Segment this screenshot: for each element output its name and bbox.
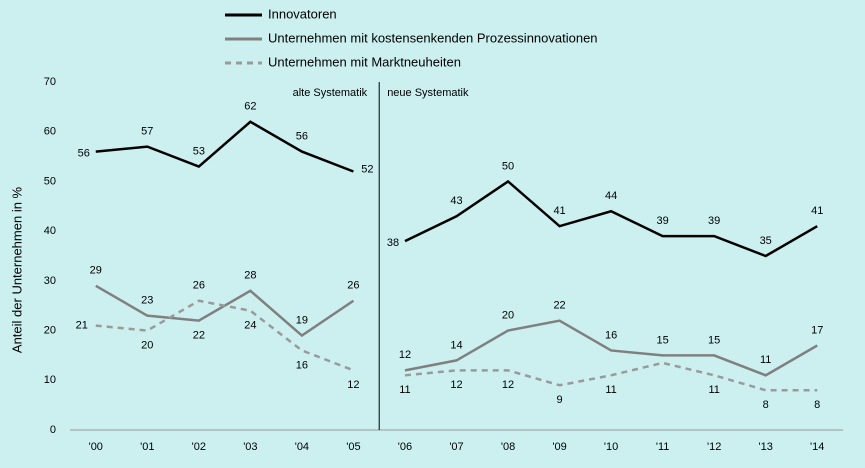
data-label: 11 <box>605 384 616 396</box>
legend-label: Innovatoren <box>268 6 337 21</box>
data-label: 38 <box>387 237 399 249</box>
data-label: 12 <box>502 379 514 391</box>
data-label: 53 <box>193 145 205 157</box>
series-line <box>95 120 354 173</box>
y-tick-label: 50 <box>44 175 56 187</box>
legend-label: Unternehmen mit kostensenkenden Prozessi… <box>268 30 598 45</box>
x-tick-label: '07 <box>449 441 463 453</box>
data-label: 15 <box>708 334 720 346</box>
x-tick-label: '09 <box>552 441 566 453</box>
data-label: 57 <box>141 126 153 138</box>
data-label: 8 <box>814 399 820 411</box>
data-label: 39 <box>708 215 720 227</box>
data-label: 22 <box>553 300 565 312</box>
legend-label: Unternehmen mit Marktneuheiten <box>268 54 461 69</box>
data-label: 21 <box>76 320 88 332</box>
y-tick-label: 40 <box>44 225 56 237</box>
data-label: 15 <box>657 334 669 346</box>
annotation: neue Systematik <box>387 87 469 99</box>
data-label: 12 <box>450 379 462 391</box>
y-tick-label: 20 <box>44 324 56 336</box>
x-tick-label: '08 <box>501 441 515 453</box>
y-tick-label: 70 <box>44 76 56 88</box>
data-label: 22 <box>193 330 205 342</box>
data-label: 50 <box>502 160 514 172</box>
data-label: 26 <box>347 280 359 292</box>
data-label: 16 <box>296 359 308 371</box>
data-label: 20 <box>502 309 514 321</box>
data-label: 16 <box>605 329 617 341</box>
x-tick-label: '04 <box>295 441 309 453</box>
data-label: 39 <box>657 215 669 227</box>
data-label: 12 <box>399 349 411 361</box>
x-tick-label: '01 <box>140 441 154 453</box>
data-label: 26 <box>193 280 205 292</box>
x-tick-label: '03 <box>243 441 257 453</box>
data-label: 19 <box>296 314 308 326</box>
data-label: 56 <box>296 131 308 143</box>
y-tick-label: 0 <box>50 424 56 436</box>
data-label: 11 <box>760 354 771 366</box>
data-label: 52 <box>361 163 373 175</box>
y-tick-label: 30 <box>44 275 56 287</box>
data-label: 44 <box>605 190 617 202</box>
annotation: alte Systematik <box>293 87 368 99</box>
data-label: 35 <box>760 235 772 247</box>
series-line <box>404 319 818 377</box>
x-tick-label: '00 <box>89 441 103 453</box>
data-label: 24 <box>244 320 256 332</box>
data-label: 20 <box>141 339 153 351</box>
data-label: 28 <box>244 270 256 282</box>
series-line <box>95 299 354 372</box>
data-label: 11 <box>399 384 410 396</box>
data-label: 41 <box>811 205 823 217</box>
y-tick-label: 10 <box>44 374 56 386</box>
data-label: 14 <box>450 339 462 351</box>
series-line <box>404 361 818 392</box>
series-line <box>404 179 818 258</box>
data-label: 29 <box>90 265 102 277</box>
x-tick-label: '11 <box>656 441 670 453</box>
data-label: 17 <box>811 324 823 336</box>
x-tick-label: '02 <box>192 441 206 453</box>
y-axis-label: Anteil der Unternehmen in % <box>9 186 24 353</box>
data-label: 23 <box>141 295 153 307</box>
x-tick-label: '12 <box>707 441 721 453</box>
x-tick-label: '06 <box>398 441 412 453</box>
data-label: 62 <box>244 101 256 113</box>
x-tick-label: '05 <box>346 441 360 453</box>
x-tick-label: '13 <box>759 441 773 453</box>
data-label: 56 <box>78 148 90 160</box>
data-label: 9 <box>557 394 563 406</box>
data-label: 11 <box>708 384 719 396</box>
data-label: 8 <box>763 399 769 411</box>
data-label: 12 <box>347 379 359 391</box>
x-tick-label: '10 <box>604 441 618 453</box>
data-label: 41 <box>553 205 565 217</box>
x-tick-label: '14 <box>810 441 824 453</box>
data-label: 43 <box>450 195 462 207</box>
y-tick-label: 60 <box>44 126 56 138</box>
